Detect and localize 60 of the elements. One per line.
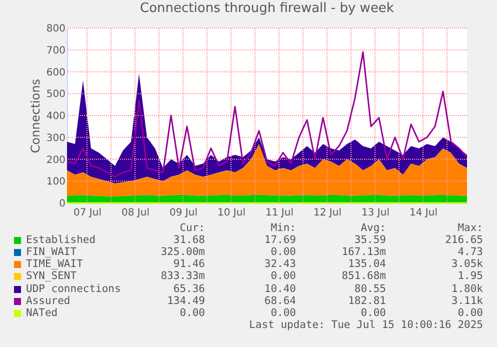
- text: Min:: [270, 222, 296, 234]
- text: 325.00m: [160, 246, 205, 258]
- y-tick-label: 400: [46, 111, 66, 122]
- legend-label: SYN_SENT: [26, 270, 77, 282]
- legend-label: Established: [26, 234, 96, 246]
- text: 0.00: [270, 306, 296, 319]
- y-tick-label: 600: [46, 67, 66, 78]
- x-tick-label: 08 Jul: [122, 208, 150, 218]
- legend-label: UDP connections: [26, 282, 121, 294]
- y-axis-title: Connections: [28, 78, 42, 154]
- y-tick-label: 300: [46, 132, 66, 144]
- text: 4.73: [458, 246, 483, 258]
- text: 17.69: [264, 234, 296, 246]
- y-tick-label: 100: [46, 176, 66, 188]
- text: 3.05k: [451, 258, 483, 270]
- text: 182.81: [348, 294, 386, 307]
- x-tick-label: 11 Jul: [266, 208, 294, 218]
- x-tick-label: 07 Jul: [74, 208, 102, 218]
- text: 91.46: [173, 258, 205, 270]
- y-tick-label: 500: [46, 89, 66, 100]
- y-tick-label: 700: [46, 45, 66, 56]
- text: Max:: [458, 222, 483, 234]
- x-tick-label: 14 Jul: [410, 208, 438, 218]
- text: 3.11k: [451, 294, 483, 307]
- text: Last update: Tue Jul 15 10:00:16 2025: [249, 318, 483, 331]
- y-tick-label: 0: [59, 198, 66, 210]
- chart-title: Connections through firewall - by week: [140, 1, 394, 16]
- text: 134.49: [167, 294, 205, 307]
- legend-label: Assured: [26, 294, 70, 307]
- text: 0.00: [270, 270, 296, 282]
- text: 68.64: [264, 294, 296, 307]
- text: 0.00: [360, 306, 386, 319]
- text: 0.00: [180, 306, 205, 319]
- text: 35.59: [354, 234, 386, 246]
- text: 31.68: [173, 234, 205, 246]
- text: Avg:: [360, 222, 386, 234]
- legend-label: FIN_WAIT: [26, 246, 77, 258]
- x-tick-label: 13 Jul: [362, 208, 390, 218]
- text: 65.36: [173, 282, 205, 294]
- y-tick-label: 800: [46, 24, 66, 34]
- text: Cur:: [180, 222, 205, 234]
- text: 1.95: [458, 270, 483, 282]
- text: 851.68m: [342, 270, 386, 282]
- text: 0.00: [270, 246, 296, 258]
- text: 80.55: [354, 282, 386, 294]
- legend-label: TIME_WAIT: [26, 258, 83, 270]
- text: 32.43: [264, 258, 296, 270]
- y-tick-label: 200: [46, 154, 66, 166]
- text: 216.65: [445, 234, 483, 246]
- text: 167.13m: [342, 246, 386, 258]
- text: 10.40: [264, 282, 296, 294]
- text: 135.04: [348, 258, 386, 270]
- text: 833.33m: [160, 270, 205, 282]
- x-tick-label: 09 Jul: [170, 208, 198, 218]
- x-tick-label: 12 Jul: [314, 208, 342, 218]
- x-tick-label: 10 Jul: [218, 208, 246, 218]
- line-series: [66, 51, 468, 178]
- legend-label: NATed: [26, 306, 58, 319]
- text: 1.80k: [451, 282, 483, 294]
- text: 0.00: [458, 306, 483, 319]
